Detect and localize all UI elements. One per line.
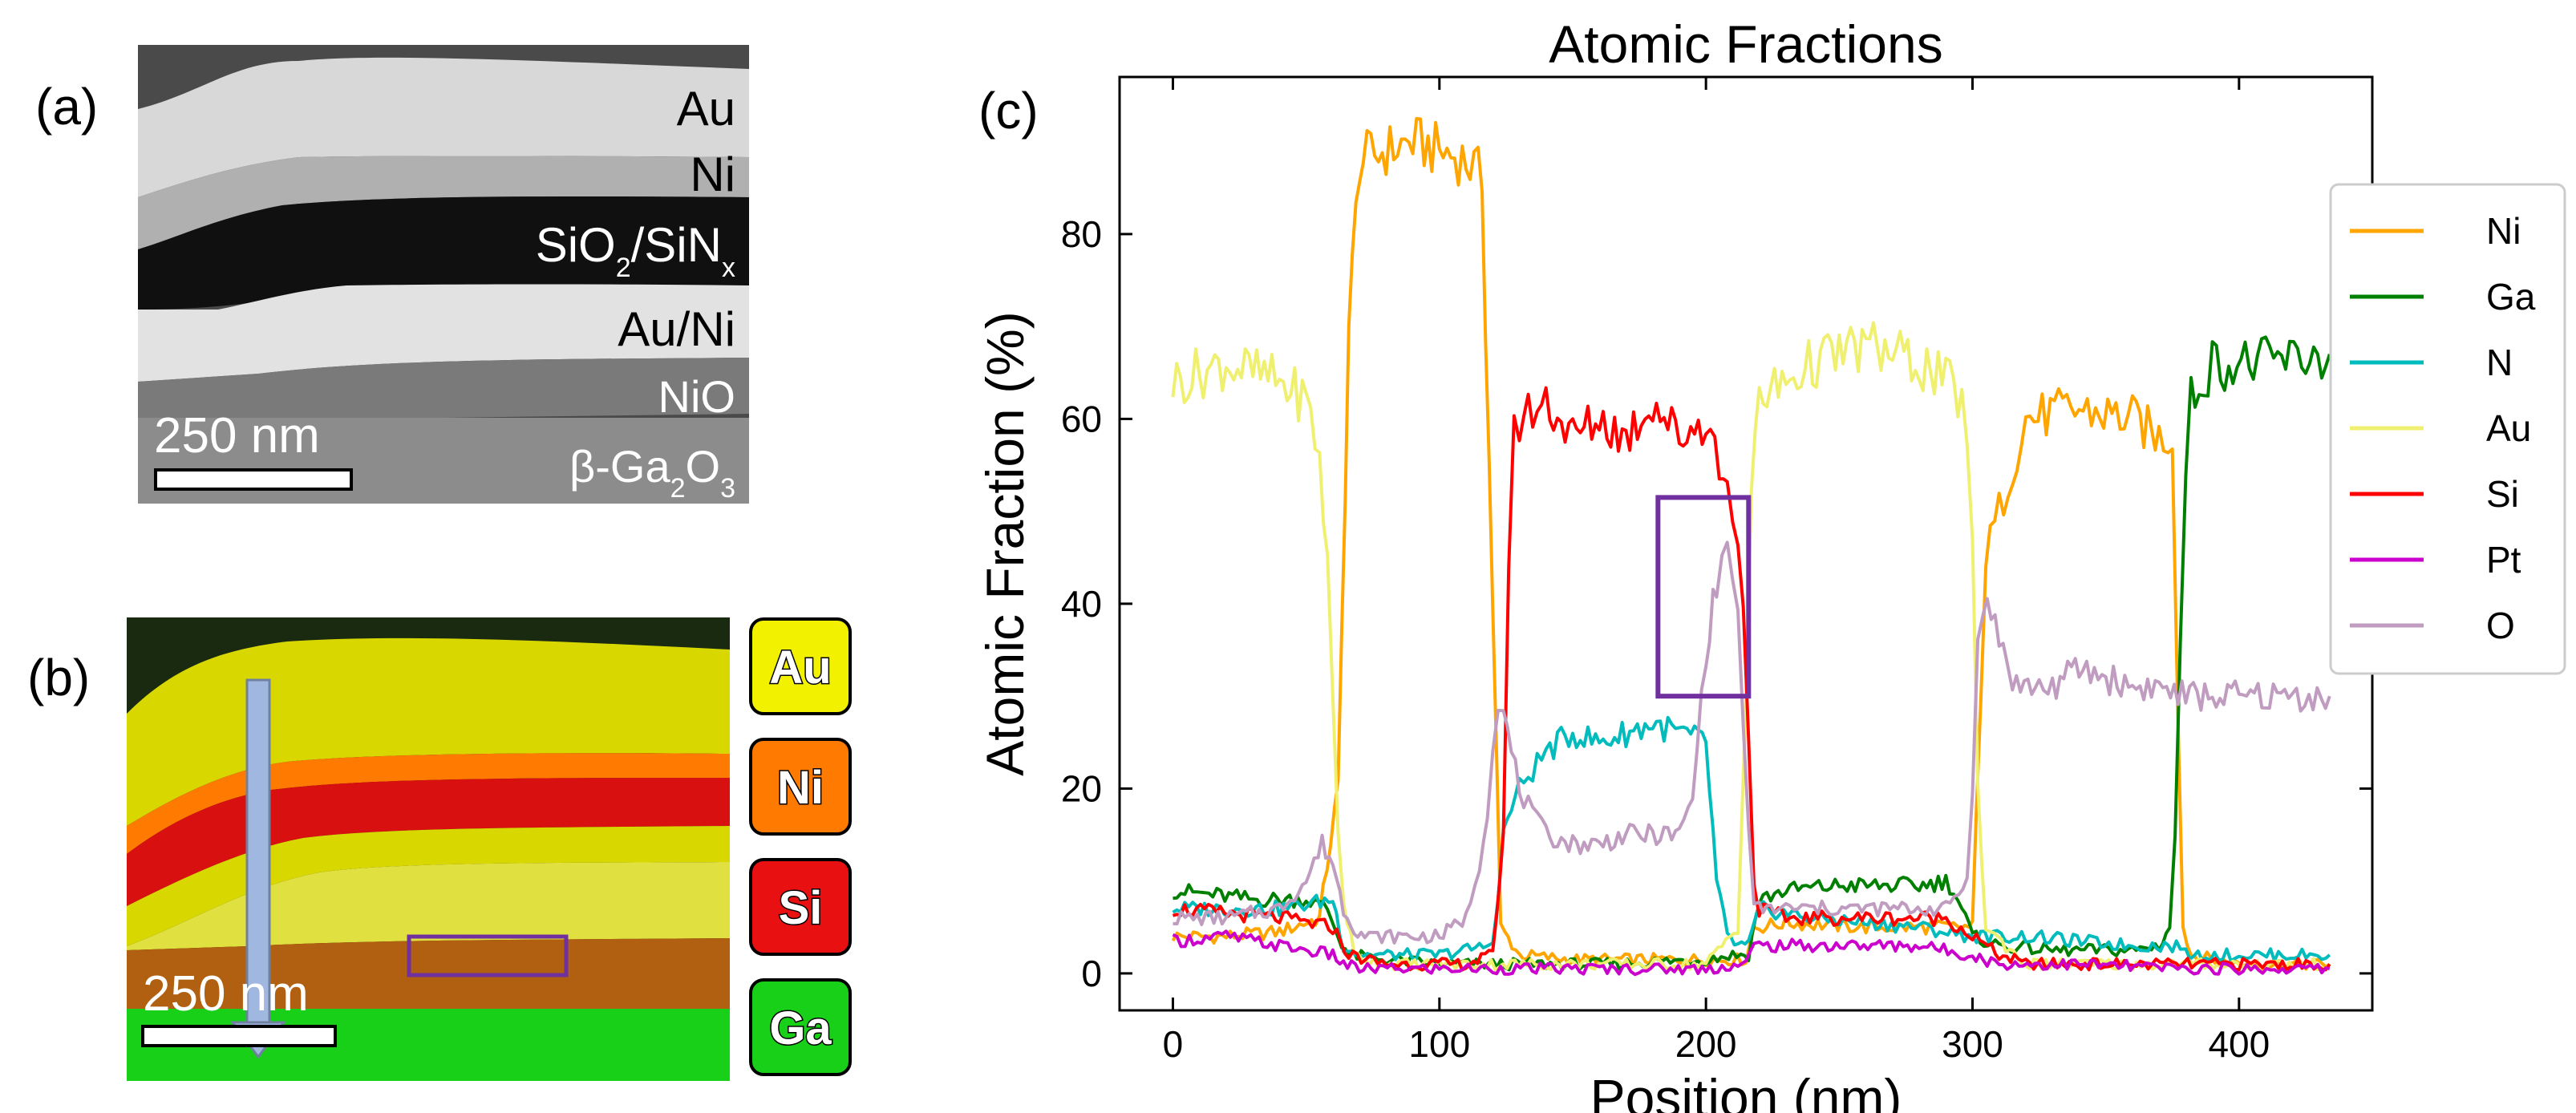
scale-bar-b (141, 1025, 337, 1047)
element-swatch-ga (749, 978, 852, 1076)
element-legend: Au Ni Si Ga (749, 617, 852, 1076)
legend-label-au: Au (2486, 407, 2531, 449)
y-tick-label: 60 (1061, 398, 1102, 439)
legend-label-ni: Ni (2486, 210, 2521, 252)
scale-bar-a (154, 468, 353, 491)
chart-title: Atomic Fractions (1549, 14, 1942, 74)
x-tick-label: 200 (1675, 1023, 1737, 1065)
element-label-au: Au (769, 641, 831, 694)
scale-bar-label-a: 250 nm (154, 408, 320, 463)
layer-label-ni: Ni (690, 148, 735, 201)
y-tick-label: 80 (1061, 213, 1102, 255)
layer-label-au: Au (677, 82, 735, 136)
layer-label-au-ni: Au/Ni (618, 302, 735, 356)
legend-label-pt: Pt (2486, 539, 2521, 581)
series-line-pt (1172, 929, 2331, 977)
y-tick-label: 40 (1061, 583, 1102, 625)
legend-label-si: Si (2486, 473, 2519, 515)
element-label-si: Si (779, 882, 823, 934)
panel-label-b: (b) (27, 649, 91, 706)
panel-label-a: (a) (35, 78, 99, 136)
x-axis-label: Position (nm) (1590, 1068, 1902, 1113)
element-swatch-ni (749, 738, 852, 836)
x-tick-label: 400 (2208, 1023, 2270, 1065)
legend-label-o: O (2486, 605, 2515, 646)
legend-label-ga: Ga (2486, 276, 2536, 318)
x-tick-label: 0 (1163, 1023, 1184, 1065)
chart-legend (2329, 183, 2566, 675)
element-swatch-au (749, 617, 852, 715)
chart-highlight-box (1655, 495, 1752, 699)
element-label-ni: Ni (777, 762, 824, 814)
y-axis-label: Atomic Fraction (%) (975, 311, 1035, 775)
atomic-fraction-chart: (c) Atomic Fractions 0 100 200 300 400 0 20 40 60 8… (975, 14, 2566, 1113)
eds-map: 250 nm (127, 617, 730, 1081)
x-tick-label: 100 (1408, 1023, 1470, 1065)
series-line-n (1172, 715, 2331, 963)
stem-micrograph: Au Ni SiO2/SiNx Au/Ni NiO β-Ga2O3 250 nm (138, 45, 749, 504)
panel-label-c: (c) (978, 82, 1039, 140)
x-tick-label: 300 (1942, 1023, 2003, 1065)
legend-label-n: N (2486, 342, 2513, 383)
series-line-o (1173, 540, 2331, 945)
y-tick-label: 0 (1081, 953, 1102, 994)
region-highlight-box (407, 934, 569, 977)
layer-label-nio: NiO (658, 371, 735, 422)
element-label-ga: Ga (769, 1002, 832, 1054)
element-swatch-si (749, 858, 852, 956)
y-tick-label: 20 (1061, 767, 1102, 809)
scale-bar-label-b: 250 nm (143, 966, 309, 1022)
